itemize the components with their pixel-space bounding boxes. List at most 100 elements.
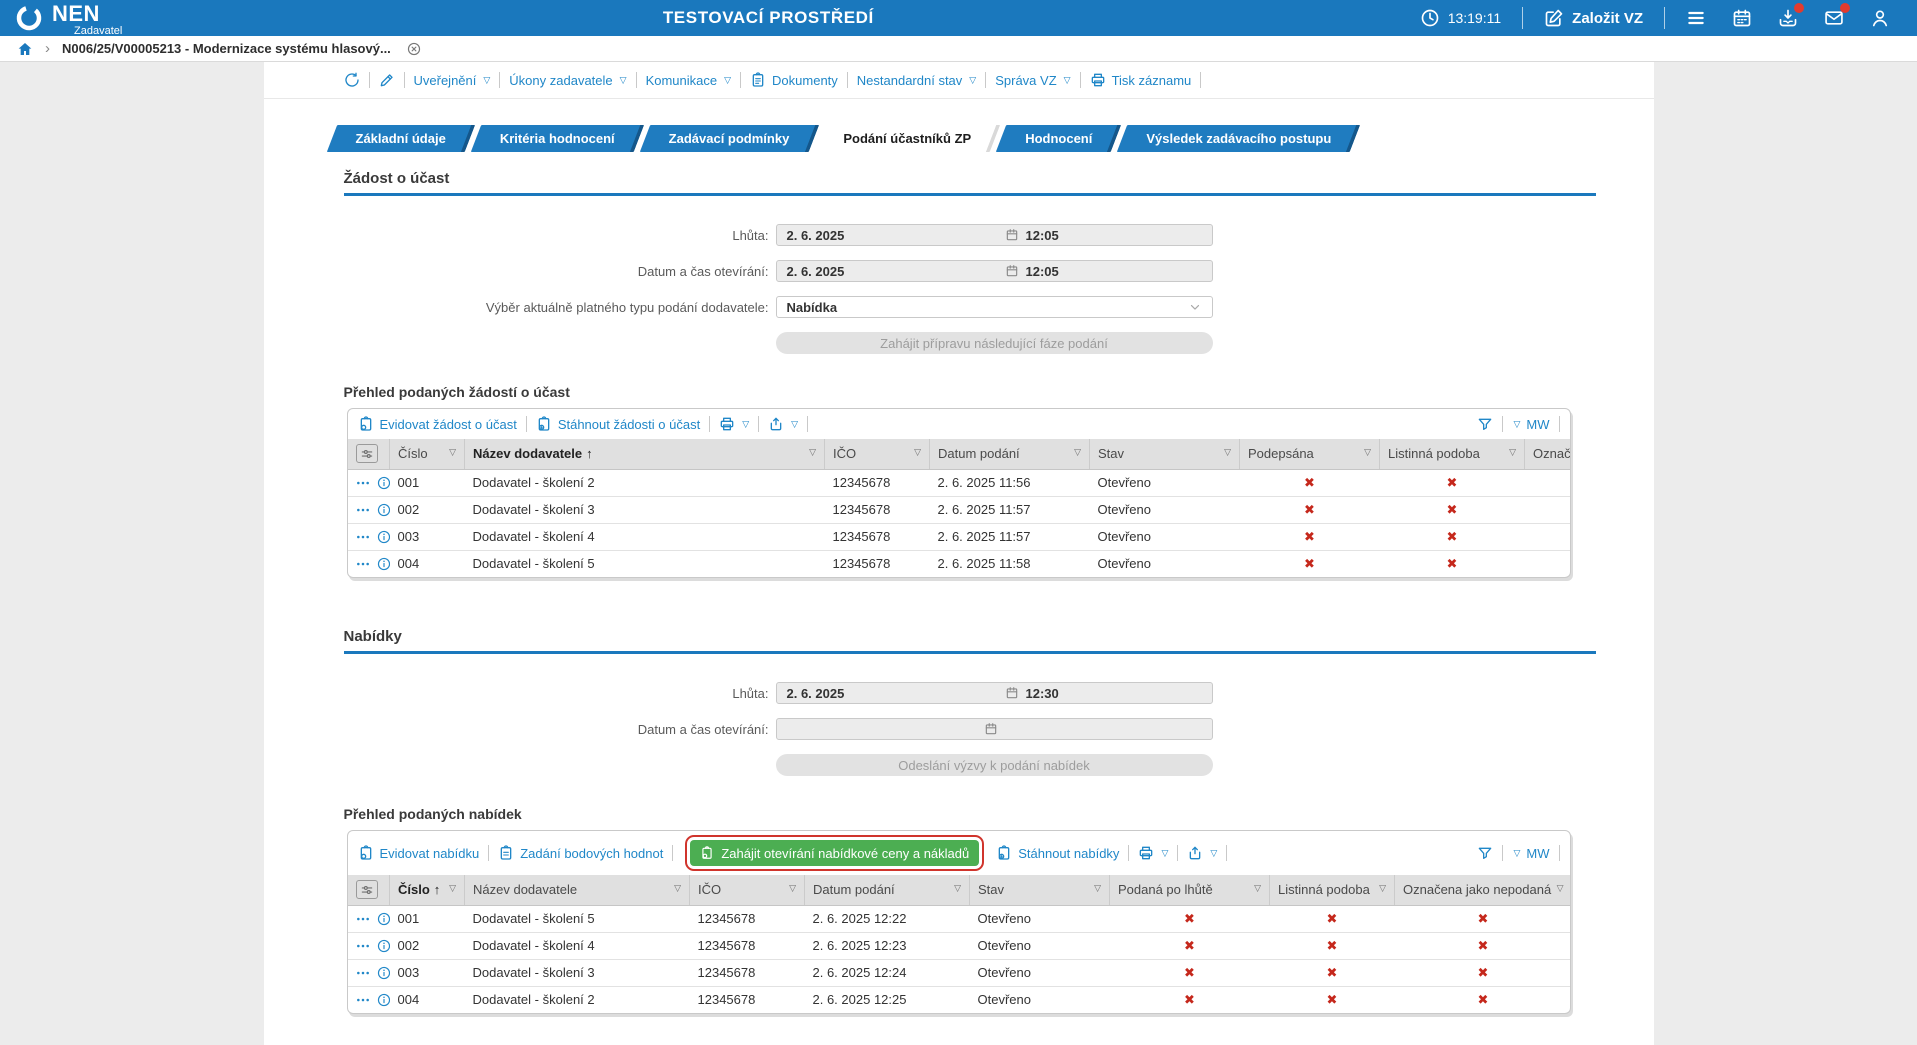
table-row[interactable]: 003 Dodavatel - školení 4 12345678 2. 6.… bbox=[347, 523, 1570, 551]
column-header-oznacena[interactable]: Označena jako nepodaná bbox=[1524, 439, 1570, 470]
row-actions-icon[interactable] bbox=[356, 530, 370, 544]
print-table-button[interactable]: ▽ bbox=[1138, 845, 1168, 861]
row-info-icon[interactable] bbox=[377, 476, 390, 490]
home-icon[interactable] bbox=[17, 41, 33, 57]
menu-vz-management[interactable]: Správa VZ ▽ bbox=[995, 72, 1071, 88]
history-button[interactable] bbox=[344, 72, 360, 88]
row-info-icon[interactable] bbox=[377, 993, 390, 1007]
row-info-icon[interactable] bbox=[377, 530, 390, 544]
close-record-icon[interactable] bbox=[407, 42, 421, 56]
user-button[interactable] bbox=[1870, 8, 1890, 28]
column-header-ico[interactable]: IČO ▽ bbox=[689, 875, 805, 906]
menu-contracting-tasks[interactable]: Úkony zadavatele ▽ bbox=[509, 72, 627, 88]
filter-triangle-icon[interactable]: ▽ bbox=[1254, 883, 1261, 893]
offers-opening-field[interactable] bbox=[775, 718, 1213, 740]
inbox-button[interactable] bbox=[1778, 3, 1804, 28]
filter-triangle-icon[interactable]: ▽ bbox=[1224, 447, 1231, 457]
filter-triangle-icon[interactable]: ▽ bbox=[809, 447, 816, 457]
tab-zakladni-udaje[interactable]: Základní údaje bbox=[332, 125, 470, 152]
row-info-icon[interactable] bbox=[377, 503, 390, 517]
row-actions-icon[interactable] bbox=[356, 476, 370, 490]
column-header-datum-podani[interactable]: Datum podání ▽ bbox=[804, 875, 970, 906]
filter-triangle-icon[interactable]: ▽ bbox=[1074, 447, 1081, 457]
column-settings-icon[interactable] bbox=[355, 880, 378, 900]
send-call-for-tenders-button[interactable]: Odeslání výzvy k podání nabídek bbox=[775, 754, 1213, 776]
tab-podani-ucastniku[interactable]: Podání účastníků ZP bbox=[819, 125, 995, 152]
calendar-button[interactable] bbox=[1732, 8, 1752, 28]
table-row[interactable]: 004 Dodavatel - školení 5 12345678 2. 6.… bbox=[348, 550, 1570, 577]
column-header-stav[interactable]: Stav ▽ bbox=[1089, 439, 1240, 470]
filter-button[interactable] bbox=[1477, 416, 1493, 432]
table-row[interactable]: 002 Dodavatel - školení 4 12345678 2. 6.… bbox=[347, 932, 1570, 960]
print-table-button[interactable]: ▽ bbox=[719, 416, 749, 432]
table-row[interactable]: 002 Dodavatel - školení 3 12345678 2. 6.… bbox=[347, 496, 1570, 524]
filter-triangle-icon[interactable]: ▽ bbox=[1509, 447, 1516, 457]
nen-logo[interactable]: NEN Zadavatel bbox=[14, 3, 122, 37]
column-header-listinna-podoba[interactable]: Listinná podoba ▽ bbox=[1269, 875, 1395, 906]
deadline-field[interactable]: 2. 6. 2025 12:05 bbox=[775, 224, 1213, 246]
column-header-cislo[interactable]: Číslo ▽ bbox=[389, 439, 465, 470]
filter-button[interactable] bbox=[1477, 845, 1493, 861]
row-info-icon[interactable] bbox=[377, 557, 390, 571]
column-header-podepsana[interactable]: Podepsána ▽ bbox=[1239, 439, 1380, 470]
mw-views-button[interactable]: ▽ MW bbox=[1513, 416, 1550, 432]
column-header-nazev-dodavatele[interactable]: Název dodavatele ▽ bbox=[464, 875, 690, 906]
filter-triangle-icon[interactable]: ▽ bbox=[789, 883, 796, 893]
row-actions-icon[interactable] bbox=[356, 912, 370, 926]
breadcrumb-record[interactable]: N006/25/V00005213 - Modernizace systému … bbox=[62, 41, 391, 56]
column-header-listinna-podoba[interactable]: Listinná podoba ▽ bbox=[1379, 439, 1525, 470]
mw-views-button[interactable]: ▽ MW bbox=[1513, 845, 1550, 861]
tab-kriteria-hodnoceni[interactable]: Kritéria hodnocení bbox=[476, 125, 639, 152]
filter-triangle-icon[interactable]: ▽ bbox=[954, 883, 961, 893]
row-actions-icon[interactable] bbox=[356, 993, 370, 1007]
table-row[interactable]: 001 Dodavatel - školení 2 12345678 2. 6.… bbox=[347, 469, 1570, 497]
enter-points-button[interactable]: Zadání bodových hodnot bbox=[498, 845, 663, 861]
filter-triangle-icon[interactable]: ▽ bbox=[674, 883, 681, 893]
row-actions-icon[interactable] bbox=[356, 557, 370, 571]
menu-documents[interactable]: Dokumenty bbox=[750, 72, 838, 88]
row-actions-icon[interactable] bbox=[356, 939, 370, 953]
register-offer-button[interactable]: Evidovat nabídku bbox=[358, 845, 479, 861]
table-row[interactable]: 003 Dodavatel - školení 3 12345678 2. 6.… bbox=[347, 959, 1570, 987]
row-info-icon[interactable] bbox=[377, 966, 390, 980]
start-next-phase-button[interactable]: Zahájit přípravu následující fáze podání bbox=[775, 332, 1213, 354]
print-record-button[interactable]: Tisk záznamu bbox=[1090, 72, 1191, 88]
offers-deadline-field[interactable]: 2. 6. 2025 12:30 bbox=[775, 682, 1213, 704]
table-row[interactable]: 004 Dodavatel - školení 2 12345678 2. 6.… bbox=[348, 986, 1570, 1013]
column-header-nazev-dodavatele[interactable]: Název dodavatele ↑ ▽ bbox=[464, 439, 825, 470]
tab-vysledek[interactable]: Výsledek zadávacího postupu bbox=[1122, 125, 1355, 152]
table-row[interactable]: 001 Dodavatel - školení 5 12345678 2. 6.… bbox=[347, 905, 1570, 933]
row-actions-icon[interactable] bbox=[356, 503, 370, 517]
menu-nonstandard-state[interactable]: Nestandardní stav ▽ bbox=[856, 72, 977, 88]
row-info-icon[interactable] bbox=[377, 912, 390, 926]
filter-triangle-icon[interactable]: ▽ bbox=[1094, 883, 1101, 893]
column-header-ico[interactable]: IČO ▽ bbox=[824, 439, 930, 470]
tab-zadavaci-podminky[interactable]: Zadávací podmínky bbox=[645, 125, 814, 152]
filter-triangle-icon[interactable]: ▽ bbox=[1556, 883, 1564, 893]
row-info-icon[interactable] bbox=[377, 939, 390, 953]
column-settings-icon[interactable] bbox=[355, 444, 378, 464]
column-header-cislo[interactable]: Číslo ↑ ▽ bbox=[389, 875, 465, 906]
column-header-stav[interactable]: Stav ▽ bbox=[969, 875, 1110, 906]
column-header-oznacena[interactable]: Označena jako nepodaná ▽ bbox=[1394, 875, 1570, 906]
filter-triangle-icon[interactable]: ▽ bbox=[1379, 883, 1386, 893]
open-price-opening-button[interactable]: Zahájit otevírání nabídkové ceny a nákla… bbox=[685, 835, 985, 871]
menu-button[interactable] bbox=[1686, 8, 1706, 28]
download-offers-button[interactable]: Stáhnout nabídky bbox=[996, 845, 1119, 861]
submission-type-select[interactable]: Nabídka bbox=[775, 296, 1213, 318]
messages-button[interactable] bbox=[1824, 3, 1850, 28]
menu-publish[interactable]: Uveřejnění ▽ bbox=[413, 72, 491, 88]
opening-field[interactable]: 2. 6. 2025 12:05 bbox=[775, 260, 1213, 282]
export-table-button[interactable]: ▽ bbox=[1187, 845, 1217, 861]
filter-triangle-icon[interactable]: ▽ bbox=[449, 883, 456, 893]
column-header-podana-po-lhute[interactable]: Podaná po lhůtě ▽ bbox=[1109, 875, 1270, 906]
column-header-datum-podani[interactable]: Datum podání ▽ bbox=[929, 439, 1090, 470]
register-application-button[interactable]: Evidovat žádost o účast bbox=[358, 416, 517, 432]
filter-triangle-icon[interactable]: ▽ bbox=[1364, 447, 1371, 457]
filter-triangle-icon[interactable]: ▽ bbox=[914, 447, 921, 457]
export-table-button[interactable]: ▽ bbox=[768, 416, 798, 432]
create-vz-button[interactable]: Založit VZ bbox=[1544, 8, 1643, 28]
tab-hodnoceni[interactable]: Hodnocení bbox=[1001, 125, 1116, 152]
filter-triangle-icon[interactable]: ▽ bbox=[449, 447, 456, 457]
edit-record-button[interactable] bbox=[379, 72, 395, 88]
